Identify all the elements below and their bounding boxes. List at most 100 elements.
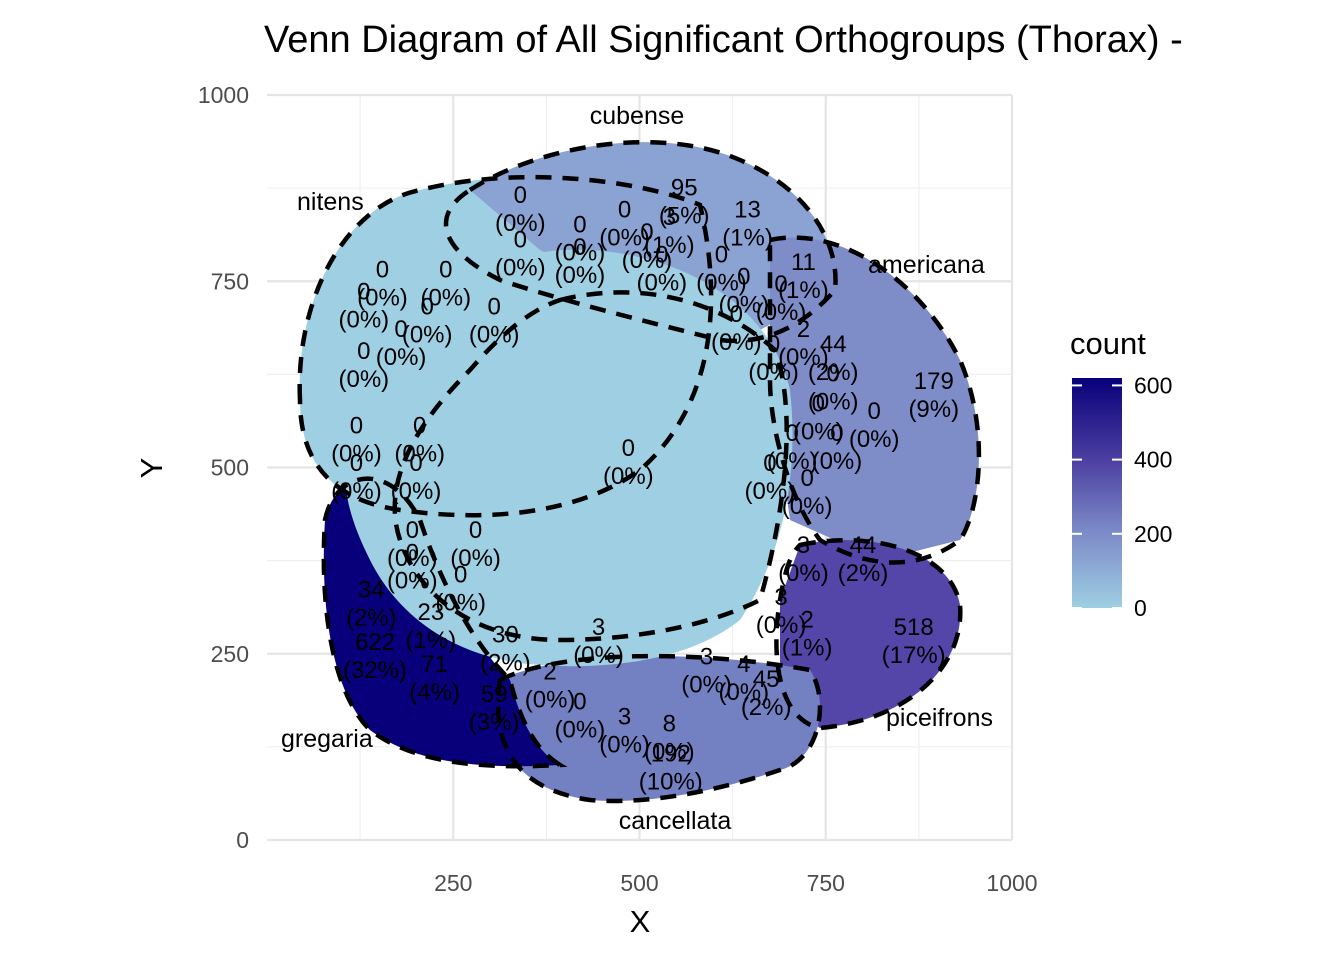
set-region-cubense [470, 142, 836, 330]
region-label: 0(0%) [849, 398, 900, 453]
region-count: 0 [618, 197, 631, 224]
region-percent: (2%) [346, 605, 397, 632]
region-percent: (0%) [603, 463, 654, 490]
region-label: 0(0%) [756, 271, 807, 326]
region-count: 0 [730, 301, 743, 328]
region-label: 0(0%) [420, 256, 471, 311]
region-percent: (5%) [659, 202, 710, 229]
region-percent: (2%) [480, 649, 531, 676]
outline-cancellata [495, 653, 823, 804]
region-percent: (0%) [644, 739, 695, 766]
region-percent: (0%) [339, 366, 390, 393]
region-percent: (0%) [331, 441, 382, 468]
region-percent: (2%) [838, 560, 889, 587]
region-percent: (0%) [778, 560, 829, 587]
region-label: 0(0%) [495, 182, 546, 237]
region-label: 2(0%) [525, 659, 576, 714]
legend-colorbar [1072, 378, 1122, 608]
region-count: 0 [514, 182, 527, 209]
region-percent: (2%) [741, 694, 792, 721]
region-label: 3(1%) [644, 204, 695, 259]
region-percent: (3%) [469, 709, 520, 736]
region-percent: (0%) [525, 687, 576, 714]
x-tick-label: 500 [620, 870, 658, 896]
region-percent: (0%) [778, 344, 829, 371]
region-percent: (0%) [387, 567, 438, 594]
region-count: 0 [406, 539, 419, 566]
region-count: 0 [350, 413, 363, 440]
region-label: 3(0%) [573, 614, 624, 669]
region-label: 0(0%) [331, 450, 382, 505]
region-percent: (0%) [748, 359, 799, 386]
region-label: 3(0%) [599, 703, 650, 758]
set-region-center [344, 249, 793, 667]
region-label: 0(0%) [339, 338, 390, 393]
region-count: 30 [492, 621, 519, 648]
region-label: 0(0%) [495, 226, 546, 281]
region-count: 2 [797, 316, 810, 343]
region-percent: (0%) [331, 478, 382, 505]
region-count: 0 [827, 361, 840, 388]
region-count: 0 [830, 420, 843, 447]
region-count: 0 [573, 212, 586, 239]
set-label-gregaria: gregaria [281, 725, 373, 753]
region-count: 8 [663, 711, 676, 738]
region-percent: (0%) [599, 731, 650, 758]
region-count: 71 [421, 651, 448, 678]
region-count: 192 [651, 741, 691, 768]
region-count: 13 [734, 197, 761, 224]
y-tick-label: 750 [211, 268, 249, 294]
outline-americana [767, 235, 982, 565]
chart-title: Venn Diagram of All Significant Orthogro… [264, 19, 1183, 61]
region-label: 0(0%) [391, 450, 442, 505]
region-label: 179(9%) [908, 368, 959, 423]
region-count: 518 [894, 614, 934, 641]
region-count: 0 [413, 413, 426, 440]
region-label: 0(0%) [387, 517, 438, 572]
region-label: 0(0%) [555, 212, 606, 267]
region-label: 44(2%) [808, 331, 859, 386]
region-count: 11 [791, 249, 816, 276]
region-label: 0(0%) [376, 316, 427, 371]
x-tick-label: 250 [434, 870, 472, 896]
region-count: 2 [543, 659, 556, 686]
region-count: 0 [514, 226, 527, 253]
venn-outlines [297, 139, 982, 804]
region-count: 0 [737, 264, 750, 291]
region-label: 0(0%) [622, 219, 673, 274]
legend: count 0 200 400 600 [1070, 326, 1172, 621]
region-count: 0 [454, 562, 467, 589]
region-count: 0 [488, 294, 501, 321]
region-count: 179 [914, 368, 954, 395]
region-label: 2(0%) [778, 316, 829, 371]
region-label: 0(0%) [555, 688, 606, 743]
region-count: 0 [763, 450, 776, 477]
legend-tick-label: 0 [1134, 595, 1147, 621]
region-percent: (17%) [882, 642, 946, 669]
region-count: 3 [700, 644, 713, 671]
region-percent: (10%) [639, 769, 703, 796]
region-label: 34(2%) [346, 577, 397, 632]
region-label: 0(0%) [718, 264, 769, 319]
region-label: 0(0%) [748, 331, 799, 386]
region-percent: (9%) [908, 396, 959, 423]
region-percent: (0%) [756, 612, 807, 639]
region-percent: (0%) [402, 322, 453, 349]
set-label-nitens: nitens [297, 188, 364, 216]
region-count: 0 [439, 256, 452, 283]
region-percent: (0%) [756, 299, 807, 326]
outline-cubense [443, 139, 838, 344]
region-percent: (0%) [745, 478, 796, 505]
region-percent: (0%) [495, 210, 546, 237]
region-label: 0(0%) [450, 517, 501, 572]
region-label: 0(0%) [603, 435, 654, 490]
x-axis-title: X [630, 904, 651, 939]
region-count: 0 [469, 517, 482, 544]
region-label: 44(2%) [838, 532, 889, 587]
region-count: 0 [420, 294, 433, 321]
region-label: 622(32%) [343, 629, 407, 684]
region-percent: (1%) [406, 627, 457, 654]
set-region-cancellata [498, 656, 820, 801]
legend-title: count [1070, 326, 1146, 361]
region-percent: (0%) [555, 240, 606, 267]
